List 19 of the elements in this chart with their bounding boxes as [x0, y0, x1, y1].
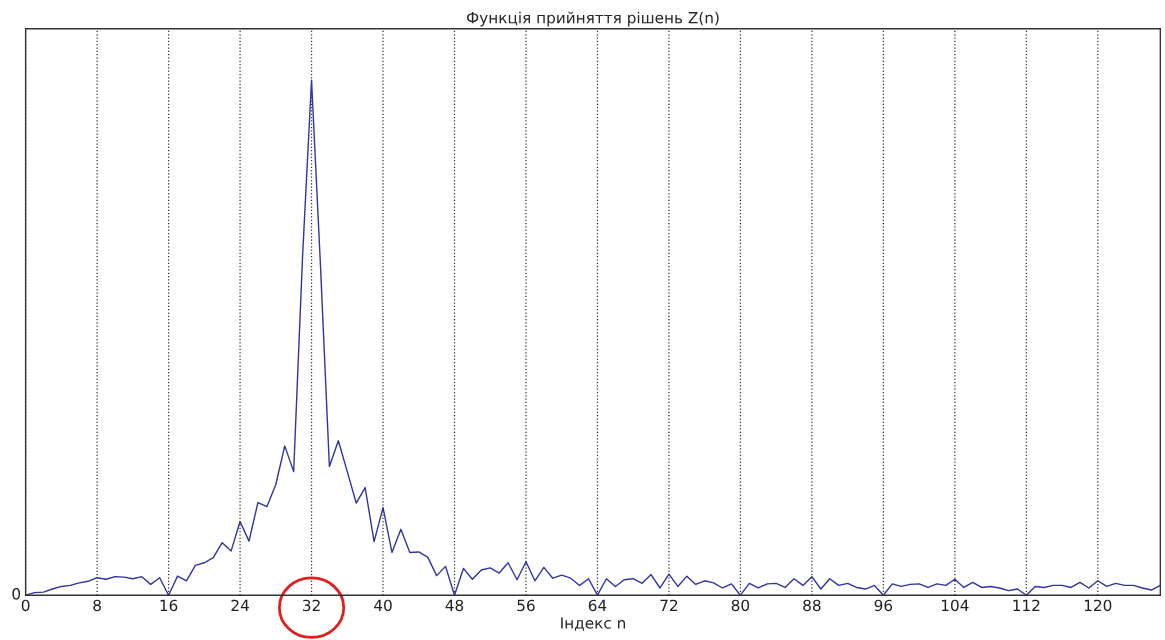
x-axis-title: Індекс n: [561, 617, 625, 631]
x-tick-label: 72: [660, 599, 678, 611]
x-tick-label: 112: [1013, 599, 1040, 611]
x-tick-label: 120: [1084, 599, 1112, 612]
x-tick-label: 80: [731, 599, 750, 612]
x-tick-label: 16: [160, 599, 178, 612]
text: 0: [12, 588, 21, 600]
x-tick-label: 104: [941, 599, 969, 612]
x-tick-label: 8: [93, 599, 101, 612]
x-tick-label: 96: [874, 599, 893, 612]
x-tick-label: 56: [517, 599, 535, 612]
x-tick-label: 64: [588, 599, 607, 612]
x-tick-label: 40: [374, 599, 392, 612]
x-tick-label: 24: [231, 599, 249, 611]
x-tick-label: 48: [445, 599, 464, 612]
chart-title: Функція прийняття рішень Z(n): [466, 11, 719, 27]
x-tick-label: 32: [302, 599, 320, 612]
x-tick-label: 88: [803, 599, 821, 612]
x-tick-label: 0: [21, 599, 30, 612]
